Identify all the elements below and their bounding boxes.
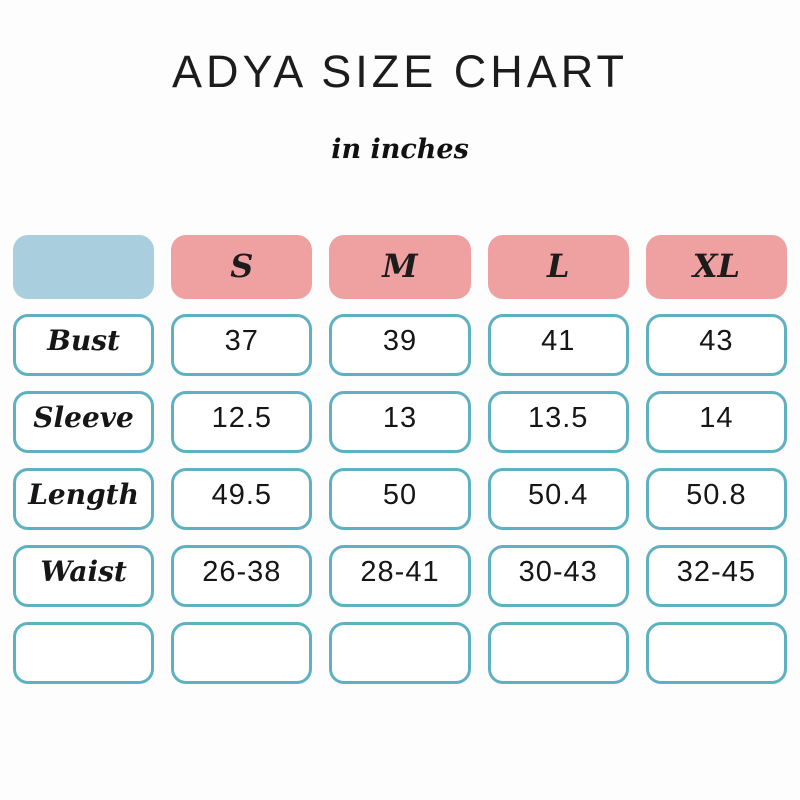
size-chart-table: S M L XL Bust 37 39 41 43 Sleeve 12.5 13… [13,235,787,684]
cell-bust-s: 37 [171,314,313,376]
cell-empty-m [329,622,471,684]
cell-sleeve-m: 13 [329,391,471,453]
cell-empty-xl [645,622,787,684]
column-header-xl: XL [645,235,787,299]
cell-length-m: 50 [329,468,471,530]
corner-header-cell [13,235,155,299]
column-header-m: M [329,235,471,299]
cell-bust-l: 41 [487,314,629,376]
row-label-empty [13,622,155,684]
cell-empty-l [487,622,629,684]
row-label-bust: Bust [13,314,155,376]
cell-waist-l: 30-43 [487,545,629,607]
cell-sleeve-s: 12.5 [171,391,313,453]
cell-empty-s [171,622,313,684]
cell-length-l: 50.4 [487,468,629,530]
cell-waist-xl: 32-45 [645,545,787,607]
cell-waist-s: 26-38 [171,545,313,607]
cell-bust-m: 39 [329,314,471,376]
cell-sleeve-l: 13.5 [487,391,629,453]
row-label-sleeve: Sleeve [13,391,155,453]
column-header-s: S [171,235,313,299]
cell-bust-xl: 43 [645,314,787,376]
row-label-length: Length [13,468,155,530]
row-label-waist: Waist [13,545,155,607]
page-subtitle: in inches [331,134,469,165]
cell-length-xl: 50.8 [645,468,787,530]
page-title: ADYA SIZE CHART [172,46,628,97]
column-header-l: L [487,235,629,299]
cell-waist-m: 28-41 [329,545,471,607]
cell-length-s: 49.5 [171,468,313,530]
cell-sleeve-xl: 14 [645,391,787,453]
